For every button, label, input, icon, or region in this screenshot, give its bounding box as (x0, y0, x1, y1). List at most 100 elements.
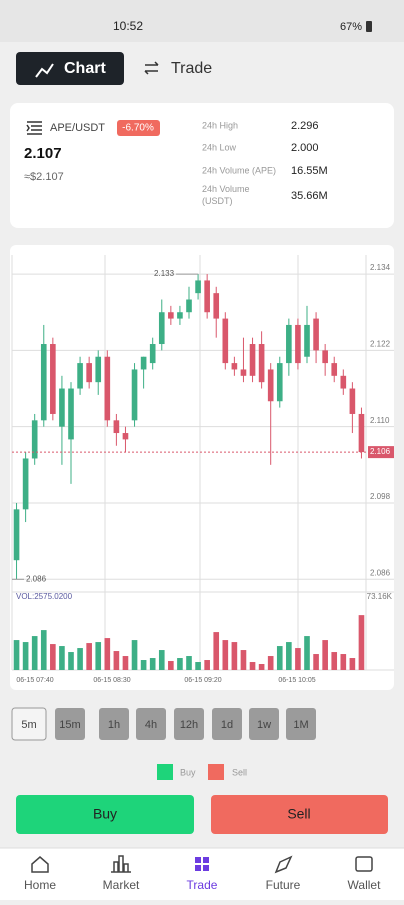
change-badge (117, 120, 160, 136)
candle-body (267, 369, 274, 402)
volume-bar (86, 643, 92, 670)
volume-bar (95, 642, 102, 670)
volume-bar (276, 646, 283, 670)
nav-label[interactable]: Market (103, 878, 140, 892)
status-battery: 67% (340, 21, 362, 33)
volume-bar (122, 656, 129, 670)
candle-body (104, 356, 111, 421)
trade-tab-icon (144, 61, 159, 75)
volume-bar (104, 638, 111, 670)
volume-bar (22, 642, 29, 670)
candle-body (349, 388, 356, 414)
interval-label[interactable]: 5m (21, 719, 36, 731)
buy-button[interactable] (16, 795, 194, 834)
volume-bar (331, 652, 338, 670)
price-tick-label: 2.098 (370, 492, 391, 501)
sell-button[interactable] (211, 795, 388, 834)
stat-value: 35.66M (291, 190, 328, 202)
interval-label[interactable]: 15m (59, 719, 80, 731)
interval-button[interactable] (11, 707, 47, 741)
future-icon (274, 855, 293, 874)
chart-tab-icon (35, 63, 54, 78)
status-time: 10:52 (113, 19, 143, 33)
volume-bar (50, 644, 56, 670)
volume-bar (113, 651, 120, 670)
volume-bar (40, 630, 47, 670)
candle-body (313, 318, 319, 351)
time-label: 06-15 09:20 (184, 677, 221, 684)
volume-bar (77, 648, 83, 670)
interval-button[interactable] (174, 708, 204, 740)
interval-label[interactable]: 1M (293, 719, 308, 731)
stat-value: 2.000 (291, 142, 319, 154)
candle-body (77, 363, 83, 389)
candle-body (331, 363, 338, 376)
buy-button-label[interactable]: Buy (93, 806, 117, 822)
change-value: -6.70% (122, 123, 154, 134)
nav-label[interactable]: Wallet (348, 878, 382, 892)
interval-button[interactable] (55, 708, 85, 740)
candle-body (113, 420, 120, 434)
candle-body (140, 356, 147, 370)
interval-button[interactable] (249, 708, 279, 740)
candle-body (249, 344, 256, 376)
candle-body (276, 363, 283, 402)
candle-body (186, 299, 192, 313)
volume-bar (222, 640, 229, 670)
candle-body (286, 324, 292, 364)
stat-label: 24h Volume (APE) (202, 165, 276, 175)
candle-body (122, 433, 129, 440)
market-icon (111, 855, 131, 873)
candle-body (240, 369, 247, 376)
interval-label[interactable]: 1h (108, 719, 120, 731)
interval-label[interactable]: 1d (221, 719, 233, 731)
price-tick-label: 2.122 (370, 339, 391, 348)
volume-bar (322, 640, 328, 670)
volume-bar (349, 658, 356, 670)
candle-body (358, 413, 365, 453)
time-label: 06-15 08:30 (93, 677, 130, 684)
volume-bar (267, 656, 274, 670)
candle-body (258, 344, 265, 383)
nav-label[interactable]: Home (24, 878, 56, 892)
candle-body (95, 356, 102, 383)
candle-body (195, 280, 201, 294)
chart-tab-label[interactable]: Chart (64, 60, 106, 77)
interval-label[interactable]: 12h (180, 719, 198, 731)
candle-body (168, 312, 174, 319)
interval-label[interactable]: 4h (145, 719, 157, 731)
volume-bar (158, 650, 165, 670)
candle-body (177, 312, 183, 319)
high-label: 2.133 (154, 269, 175, 278)
interval-button[interactable] (99, 708, 129, 740)
interval-button[interactable] (286, 708, 316, 740)
trade-tab-label[interactable]: Trade (171, 60, 212, 77)
pair-icon (26, 121, 42, 135)
volume-bar (295, 648, 301, 670)
chart-tab[interactable] (16, 52, 124, 85)
time-label: 06-15 10:05 (278, 677, 315, 684)
interval-button[interactable] (212, 708, 242, 740)
volume-bar (13, 640, 20, 670)
nav-label[interactable]: Future (266, 878, 301, 892)
home-icon (31, 856, 49, 873)
candle-body (340, 375, 347, 389)
candle-body (204, 280, 210, 313)
volume-bar (186, 656, 192, 670)
volume-bar (140, 660, 147, 670)
candle-body (31, 420, 38, 459)
legend-buy-label: Buy (180, 767, 196, 777)
interval-button[interactable] (136, 708, 166, 740)
volume-bar (249, 662, 256, 670)
candle-body (86, 363, 92, 383)
nav-label[interactable]: Trade (187, 878, 218, 892)
interval-label[interactable]: 1w (257, 719, 271, 731)
legend-sell-swatch (208, 764, 224, 780)
volume-bar (68, 652, 74, 670)
candle-body (295, 324, 301, 364)
sell-button-label[interactable]: Sell (287, 806, 310, 822)
volume-bar (340, 654, 347, 670)
low-label: 2.086 (26, 574, 47, 583)
bottom-nav (0, 848, 404, 900)
candle-body (149, 344, 156, 364)
